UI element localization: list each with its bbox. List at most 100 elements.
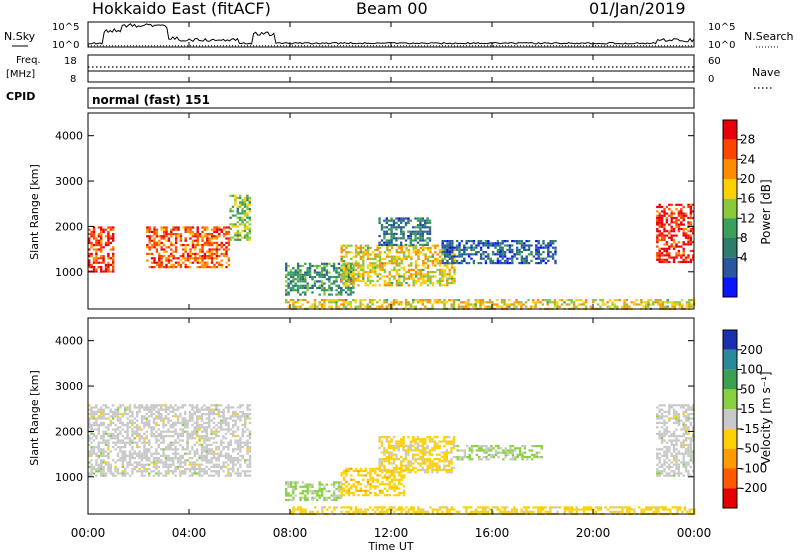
data-cell (345, 277, 348, 280)
data-cell (677, 404, 681, 407)
data-cell (687, 413, 690, 416)
data-cell (179, 239, 183, 242)
data-cell (213, 257, 216, 260)
data-cell (179, 235, 183, 238)
data-cell (328, 271, 331, 274)
data-cell (684, 256, 688, 259)
data-cell (205, 454, 208, 457)
data-cell (416, 449, 420, 452)
data-cell (359, 301, 362, 304)
data-cell (632, 303, 636, 306)
data-cell (90, 244, 93, 247)
data-cell (501, 246, 504, 249)
data-cell (193, 432, 196, 435)
data-cell (119, 472, 122, 475)
data-cell (668, 214, 671, 217)
data-cell (692, 203, 695, 206)
data-cell (337, 286, 341, 290)
data-cell (152, 426, 156, 429)
data-cell (496, 299, 499, 302)
data-cell (448, 253, 452, 256)
data-cell (366, 284, 370, 287)
data-cell (133, 417, 136, 420)
data-cell (133, 432, 136, 435)
data-cell (448, 246, 452, 249)
data-cell (388, 260, 391, 263)
data-cell (535, 453, 539, 456)
data-cell (208, 233, 211, 236)
data-cell (337, 284, 341, 287)
data-cell (429, 251, 432, 254)
data-cell (196, 233, 199, 236)
data-cell (692, 249, 695, 253)
data-cell (95, 248, 98, 251)
data-cell (182, 226, 185, 229)
data-cell (153, 230, 156, 233)
data-cell (457, 303, 461, 306)
data-cell (332, 494, 336, 497)
data-cell (239, 443, 242, 446)
data-cell (145, 470, 148, 473)
data-cell (246, 465, 249, 468)
data-cell (371, 264, 375, 267)
data-cell (390, 224, 393, 227)
data-cell (158, 252, 161, 255)
data-cell (675, 243, 678, 246)
data-cell (172, 406, 175, 409)
data-cell (400, 284, 403, 287)
data-cell (335, 293, 338, 296)
data-cell (153, 244, 156, 247)
data-cell (244, 417, 247, 420)
data-cell (337, 483, 341, 486)
data-cell (213, 263, 216, 266)
data-cell (455, 259, 459, 262)
data-cell (407, 268, 411, 271)
data-cell (504, 456, 507, 459)
data-cell (504, 453, 507, 456)
data-cell (670, 470, 673, 473)
data-cell (390, 241, 393, 244)
data-cell (172, 426, 175, 429)
data-cell (301, 286, 305, 290)
data-cell (511, 240, 514, 243)
data-cell (677, 219, 681, 222)
data-cell (366, 489, 370, 492)
data-cell (496, 303, 499, 306)
data-cell (663, 236, 666, 239)
data-cell (95, 428, 98, 431)
data-cell (179, 459, 182, 462)
data-cell (362, 275, 365, 278)
data-cell (176, 406, 180, 409)
data-cell (518, 253, 521, 256)
data-cell (675, 465, 678, 468)
data-cell (90, 235, 93, 238)
data-cell (239, 463, 242, 466)
data-cell (104, 461, 108, 464)
data-cell (176, 435, 180, 438)
data-cell (426, 469, 429, 472)
data-cell (410, 264, 413, 267)
data-cell (332, 282, 336, 285)
data-cell (203, 233, 207, 236)
data-cell (236, 205, 239, 208)
data-cell (558, 299, 561, 302)
data-cell (506, 449, 510, 452)
data-cell (677, 413, 681, 416)
data-cell (292, 498, 295, 502)
data-cell (388, 262, 391, 265)
data-cell (385, 241, 388, 244)
data-cell (520, 246, 524, 249)
data-cell (412, 282, 415, 285)
data-cell (323, 301, 326, 304)
data-cell (371, 301, 374, 304)
data-cell (644, 305, 648, 308)
data-cell (687, 254, 690, 257)
data-cell (148, 424, 151, 427)
data-cell (208, 266, 211, 269)
data-cell (350, 487, 353, 490)
data-cell (451, 248, 454, 251)
data-cell (95, 239, 98, 242)
data-cell (378, 440, 381, 443)
data-cell (553, 299, 557, 302)
data-cell (231, 214, 235, 217)
